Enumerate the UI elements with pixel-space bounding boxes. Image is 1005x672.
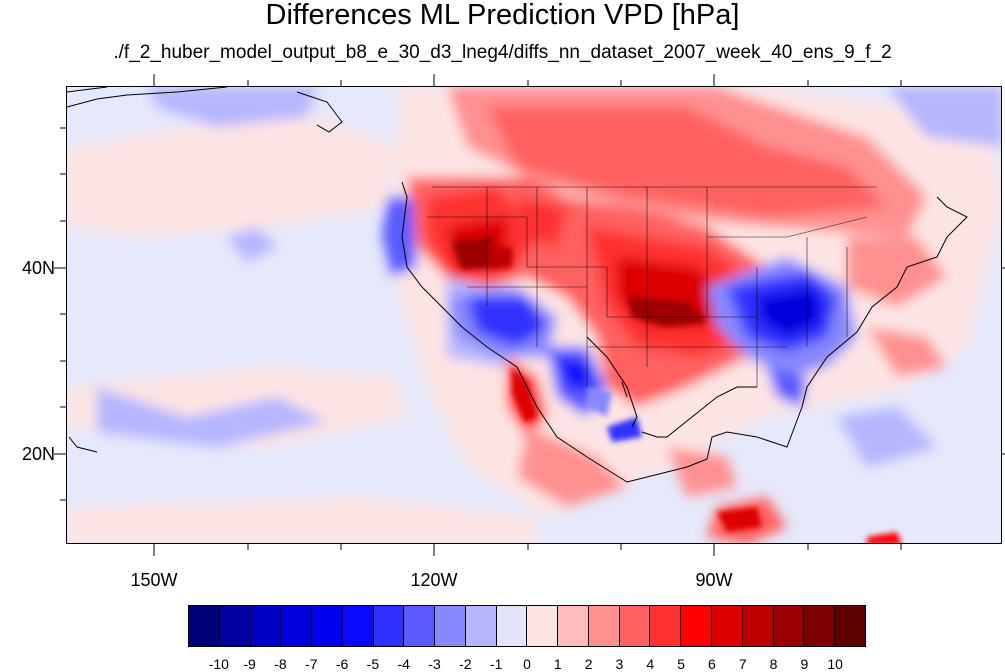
colorbar-label: 9 [800,656,809,672]
vpd-difference-map [66,86,1002,544]
y-tick-label-40n: 40N [22,258,56,278]
x-ticks-top [153,74,902,86]
colorbar-label: -2 [459,656,472,672]
colorbar-label: -6 [335,656,349,672]
colorbar-label: -3 [428,656,441,672]
plot-title: Differences ML Prediction VPD [hPa] [265,0,740,31]
colorbar-box [681,606,713,646]
colorbar-label: -10 [208,656,229,672]
colorbar-label: -8 [274,656,287,672]
coastlines [67,87,968,483]
colorbar-label: -5 [366,656,380,672]
colorbar-box [527,606,559,646]
colorbar-box [281,606,313,646]
colorbar-label: 10 [827,656,843,672]
colorbar-box [712,606,743,646]
colorbar-box [373,606,405,646]
colorbar-box [312,606,343,646]
colorbar-box [804,606,836,646]
x-tick-label-150w: 150W [130,570,178,590]
colorbar-label: 8 [769,656,778,672]
y-ticks-left [54,127,66,501]
colorbar-box [342,606,374,646]
colorbar-box [496,606,528,646]
colorbar-label: 0 [523,656,531,672]
colorbar-label: 5 [677,656,685,672]
colorbar-label: -4 [397,656,410,672]
colorbar-label: -1 [489,656,503,672]
colorbar-label: -9 [243,656,256,672]
colorbar-box [558,606,589,646]
x-tick-label-90w: 90W [695,570,733,590]
colorbar-box [189,606,220,646]
colorbar-box [773,606,805,646]
colorbar-box [250,606,282,646]
colorbar-box [465,606,497,646]
x-ticks-bottom [153,544,902,556]
colorbar-box [619,606,651,646]
colorbar-label: -7 [305,656,318,672]
colorbar-label: 3 [615,656,624,672]
colorbar-label: 6 [708,656,716,672]
colorbar-box [404,606,436,646]
colorbar-box [219,606,251,646]
colorbar-box [650,606,682,646]
colorbar-label: 1 [553,656,562,672]
colorbar-labels: -10 -9 -8 -7 -6 -5 -4 -3 -2 -1 0 1 2 3 4 5 6 7 8 9 10 [0,656,1005,672]
x-tick-label-120w: 120W [410,570,458,590]
colorbar-label: 4 [646,656,655,672]
colorbar-label: 7 [738,656,747,672]
colorbar-box [835,606,865,646]
colorbar-box [435,606,466,646]
colorbar-box [588,606,620,646]
plot-subtitle: ./f_2_huber_model_output_b8_e_30_d3_lneg… [113,42,892,63]
difference-field [67,87,1001,543]
state-borders [427,186,877,387]
y-tick-label-20n: 20N [22,444,56,464]
colorbar-label: 2 [584,656,593,672]
colorbar [188,605,866,647]
axis-ticks [54,74,1005,556]
difference-field-detail [452,237,902,543]
colorbar-box [742,606,774,646]
map-canvas [67,87,1001,543]
